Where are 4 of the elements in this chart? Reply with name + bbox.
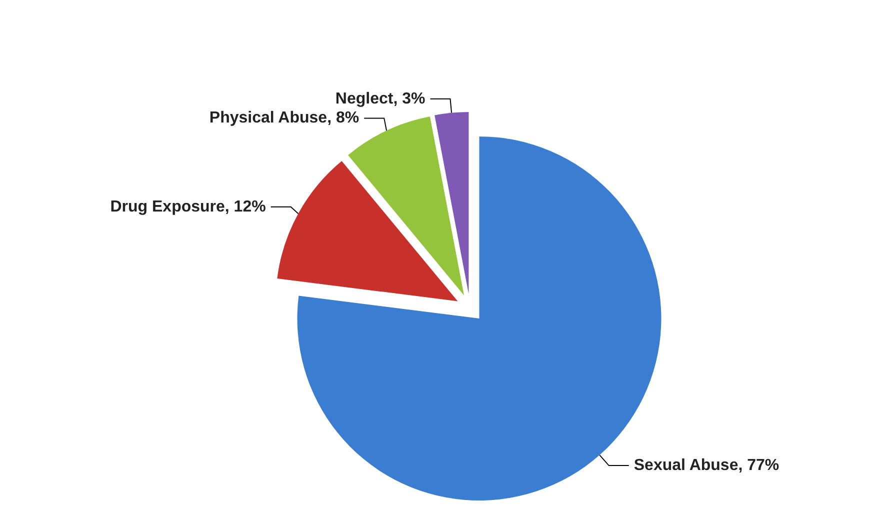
slice-label: Neglect, 3% — [335, 90, 426, 108]
slice-label: Physical Abuse, 8% — [209, 110, 360, 127]
slice-label: Drug Exposure, 12% — [110, 198, 266, 216]
slice-label: Sexual Abuse, 77% — [634, 457, 780, 474]
